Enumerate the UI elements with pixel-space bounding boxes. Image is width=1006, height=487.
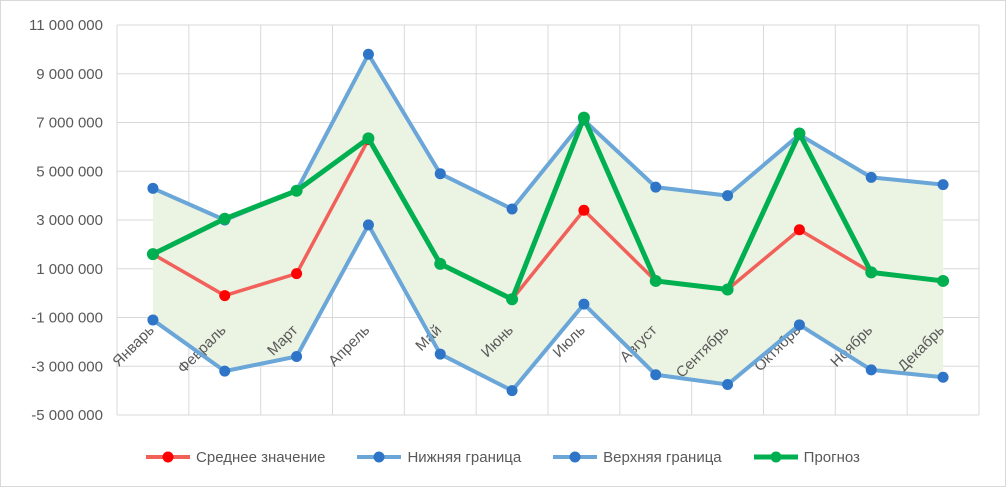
legend-marker (569, 451, 581, 463)
legend: Среднее значение Нижняя граница Верхняя гр… (1, 445, 1005, 469)
legend-swatch (357, 451, 402, 463)
data-point (793, 224, 805, 236)
y-tick-label: -5 000 000 (31, 407, 103, 424)
series-line (150, 115, 946, 302)
data-point (722, 190, 734, 202)
legend-swatch (146, 451, 191, 463)
legend-marker (373, 451, 385, 463)
data-point (291, 351, 303, 362)
y-tick-label: 9 000 000 (36, 66, 103, 83)
data-point (793, 127, 806, 140)
data-point (937, 274, 950, 287)
series-line (151, 137, 945, 301)
data-point (291, 268, 303, 280)
data-point (650, 369, 662, 381)
y-tick-label: 11 000 000 (29, 17, 103, 34)
series-4 (146, 111, 950, 306)
data-point (865, 364, 877, 376)
data-point (362, 48, 374, 60)
data-point (578, 298, 590, 310)
data-point (793, 319, 805, 331)
data-point (434, 168, 446, 180)
data-point (578, 204, 590, 216)
data-point (506, 203, 518, 215)
legend-label: Верхняя граница (603, 448, 722, 466)
legend-item: Среднее значение (146, 449, 325, 466)
y-tick-label: 5 000 000 (36, 163, 103, 180)
y-tick-label: 7 000 000 (36, 115, 103, 132)
data-point (219, 365, 231, 377)
series-2 (147, 219, 949, 397)
data-point (147, 182, 159, 194)
data-point (937, 179, 949, 191)
legend-item: Прогноз (753, 448, 860, 466)
series-line (150, 222, 946, 393)
confidence-band (152, 54, 944, 391)
data-point (937, 371, 949, 383)
data-point (722, 379, 734, 391)
data-point (146, 248, 159, 261)
legend-label: Нижняя граница (407, 448, 522, 466)
data-point (506, 385, 518, 397)
data-point (434, 348, 446, 360)
data-point (362, 219, 374, 231)
data-point (865, 171, 877, 183)
legend-label: Среднее значение (196, 448, 326, 466)
data-point (649, 274, 662, 287)
data-point (650, 181, 662, 193)
legend-marker (770, 451, 782, 463)
data-point (577, 111, 590, 124)
y-tick-label: 3 000 000 (36, 212, 103, 229)
legend-label: Прогноз (803, 448, 860, 466)
data-point (865, 266, 878, 279)
data-point (506, 293, 519, 306)
legend-swatch (753, 451, 798, 463)
data-point (434, 257, 447, 270)
data-point (147, 314, 159, 326)
legend-item: Верхняя граница (553, 448, 722, 466)
y-tick-label: -3 000 000 (31, 358, 103, 375)
data-point (218, 212, 231, 225)
y-tick-label: 1 000 000 (36, 261, 103, 278)
legend-item: Нижняя граница (357, 449, 521, 466)
data-point (721, 283, 734, 296)
data-point (290, 184, 303, 197)
y-tick-label: -1 000 000 (31, 310, 103, 327)
data-point (362, 132, 375, 145)
data-point (219, 290, 231, 302)
legend-marker (162, 451, 174, 463)
legend-swatch (553, 451, 598, 463)
